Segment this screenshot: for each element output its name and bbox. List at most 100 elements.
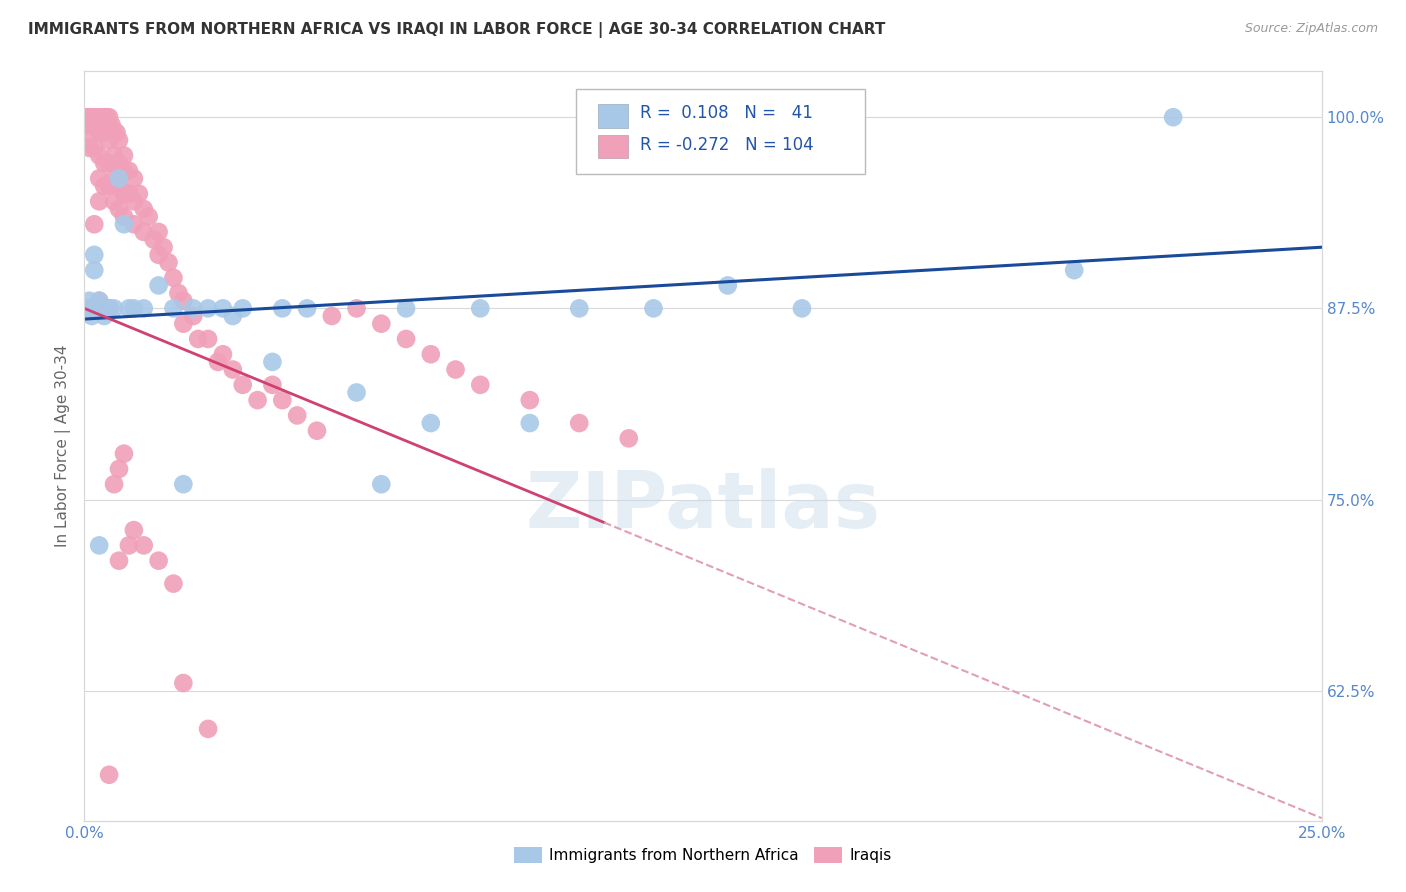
Point <box>79 126 101 140</box>
Point <box>197 332 219 346</box>
Point <box>86 110 108 124</box>
Point <box>262 355 284 369</box>
Point <box>93 156 115 170</box>
Point <box>395 332 418 346</box>
Point <box>118 186 141 201</box>
Point <box>148 278 170 293</box>
Y-axis label: In Labor Force | Age 30-34: In Labor Force | Age 30-34 <box>55 344 72 548</box>
Point <box>128 186 150 201</box>
Point <box>112 217 135 231</box>
Point <box>197 722 219 736</box>
Point <box>271 301 294 316</box>
Point <box>83 263 105 277</box>
Point <box>271 393 294 408</box>
Point <box>370 317 392 331</box>
Point <box>108 171 131 186</box>
Point <box>93 179 115 194</box>
Point <box>122 217 145 231</box>
Point <box>108 156 131 170</box>
Point <box>89 110 111 124</box>
Point <box>395 301 418 316</box>
Point <box>305 424 328 438</box>
Point <box>132 225 155 239</box>
Point <box>80 309 103 323</box>
Point <box>118 301 141 316</box>
Point <box>108 554 131 568</box>
Point <box>346 385 368 400</box>
Point <box>172 293 194 308</box>
Point <box>444 362 467 376</box>
Point <box>172 477 194 491</box>
Point <box>321 309 343 323</box>
Point <box>519 393 541 408</box>
Point <box>103 126 125 140</box>
Point <box>519 416 541 430</box>
Text: Source: ZipAtlas.com: Source: ZipAtlas.com <box>1244 22 1378 36</box>
Point <box>142 233 165 247</box>
Point <box>89 301 111 316</box>
Point <box>157 255 180 269</box>
Point <box>122 523 145 537</box>
Point <box>90 110 112 124</box>
Point <box>617 431 640 445</box>
Point <box>148 225 170 239</box>
Point <box>108 133 131 147</box>
Point <box>717 278 740 293</box>
Point <box>181 301 204 316</box>
Point <box>93 126 115 140</box>
Point <box>790 301 813 316</box>
Point <box>83 301 105 316</box>
Point <box>89 301 111 316</box>
Point <box>246 393 269 408</box>
Point <box>187 332 209 346</box>
Point <box>79 293 101 308</box>
Point <box>98 179 121 194</box>
Point <box>197 301 219 316</box>
Point <box>232 301 254 316</box>
Point <box>83 118 105 132</box>
Point <box>93 301 115 316</box>
Point <box>162 576 184 591</box>
Point <box>103 301 125 316</box>
Point <box>112 447 135 461</box>
Point <box>105 126 128 140</box>
Point <box>89 538 111 552</box>
Point <box>98 133 121 147</box>
Point <box>103 194 125 209</box>
Point <box>98 301 121 316</box>
Point <box>470 377 492 392</box>
Point <box>93 110 115 124</box>
Point <box>172 676 194 690</box>
Point <box>79 141 101 155</box>
Point <box>98 768 121 782</box>
Point <box>79 301 101 316</box>
Point <box>643 301 665 316</box>
Point <box>89 171 111 186</box>
Point <box>89 293 111 308</box>
Point <box>162 301 184 316</box>
Point <box>103 477 125 491</box>
Point <box>89 148 111 162</box>
Point <box>118 163 141 178</box>
Point <box>80 110 103 124</box>
Point <box>370 477 392 491</box>
Point <box>77 118 100 132</box>
Point <box>83 301 105 316</box>
Point <box>83 141 105 155</box>
Text: R =  0.108   N =   41: R = 0.108 N = 41 <box>640 104 813 122</box>
Point <box>172 317 194 331</box>
Point <box>122 194 145 209</box>
Point <box>89 126 111 140</box>
Point <box>89 293 111 308</box>
Text: R = -0.272   N = 104: R = -0.272 N = 104 <box>640 136 813 153</box>
Point <box>568 301 591 316</box>
Point <box>83 301 105 316</box>
Point <box>93 301 115 316</box>
Point <box>122 171 145 186</box>
Point <box>108 179 131 194</box>
Point <box>1161 110 1184 124</box>
Point <box>148 554 170 568</box>
Point <box>181 309 204 323</box>
Point <box>148 248 170 262</box>
Point <box>295 301 318 316</box>
